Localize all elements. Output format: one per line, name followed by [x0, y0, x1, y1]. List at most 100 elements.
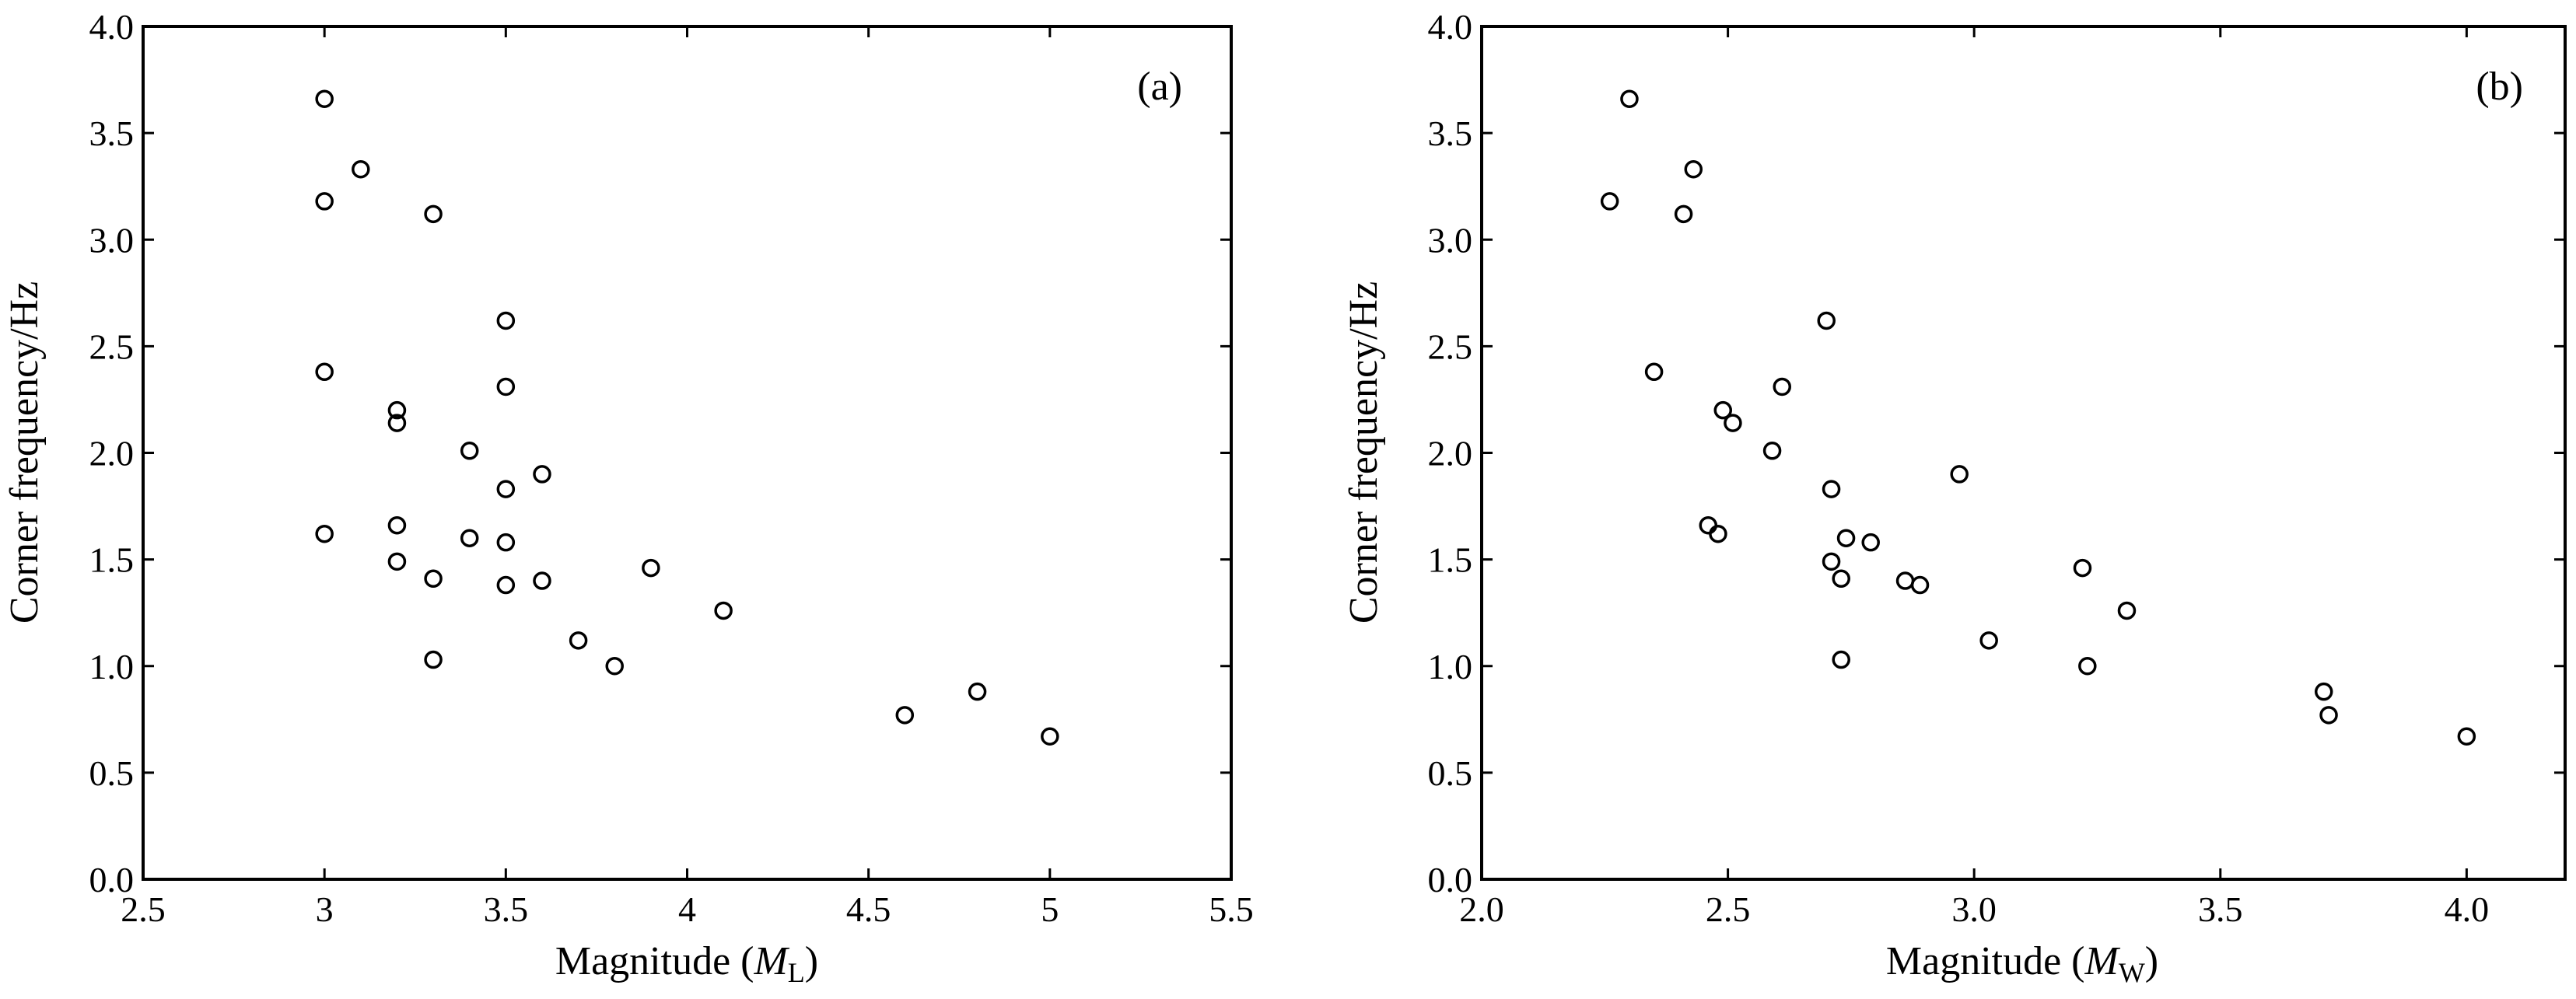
panel-b-data-point	[1832, 650, 1850, 669]
x-label-suffix: )	[2145, 939, 2158, 983]
panel-a-x-tick-label: 5	[1041, 889, 1059, 929]
panel-a-x-ticks: 2.5 3 3.5 4 4.5 5 5.5	[121, 26, 1254, 929]
panel-b-x-tick-label: 2.0	[1459, 889, 1504, 929]
panel-b-x-axis-label: Magnitude (MW)	[1886, 939, 2158, 988]
x-label-prefix: Magnitude (	[555, 939, 754, 983]
panel-b-data-point	[1822, 480, 1841, 498]
panel-a-data-point	[424, 650, 443, 669]
panel-b: 2.0 2.5 3.0 3.5 4.0 0.0 0.5 1.0 1.5 2.0 2.5 3.0 3.5…	[1342, 7, 2567, 988]
panel-a: 2.5 3 3.5 4 4.5 5 5.5 0.0 0.5 1.0 1.5 2.0 2.5 3.0 3.5…	[2, 7, 1254, 988]
panel-a-data-point	[496, 377, 516, 396]
panel-a-y-ticks: 0.0 0.5 1.0 1.5 2.0 2.5 3.0 3.5 4.0	[89, 7, 1231, 899]
panel-b-data-point	[1762, 442, 1782, 460]
panel-b-data-point	[2073, 558, 2092, 578]
x-label-variable: M	[2084, 939, 2120, 983]
panel-b-y-tick-label: 3.0	[1428, 220, 1473, 260]
panel-b-points	[1600, 89, 2476, 746]
panel-b-y-axis-label: Corner frequency/Hz	[1342, 281, 1386, 624]
panel-b-data-point	[1822, 552, 1841, 571]
panel-a-data-point	[424, 204, 443, 224]
panel-b-y-tick-label: 3.5	[1428, 114, 1473, 153]
panel-a-x-tick-label: 3	[316, 889, 334, 929]
panel-a-data-point	[569, 631, 588, 650]
panel-b-y-tick-label: 0.0	[1428, 860, 1473, 899]
panel-a-data-point	[387, 414, 407, 432]
panel-a-y-tick-label: 4.0	[89, 7, 135, 47]
panel-b-data-point	[1950, 465, 1969, 484]
panel-b-x-tick-label: 3.0	[1951, 889, 1997, 929]
panel-a-data-point	[460, 529, 479, 547]
panel-a-y-tick-label: 3.5	[89, 114, 135, 153]
panel-a-label: (a)	[1137, 65, 1182, 109]
panel-a-x-tick-label: 4	[678, 889, 696, 929]
panel-b-label: (b)	[2476, 65, 2523, 109]
panel-a-data-point	[968, 682, 987, 701]
panel-a-x-tick-label: 2.5	[121, 889, 166, 929]
panel-b-x-tick-label: 4.0	[2445, 889, 2490, 929]
panel-a-data-point	[533, 571, 551, 590]
panel-a-data-point	[460, 442, 479, 460]
panel-a-y-tick-label: 1.5	[89, 540, 135, 580]
panel-b-data-point	[1684, 159, 1703, 179]
panel-b-y-ticks: 0.0 0.5 1.0 1.5 2.0 2.5 3.0 3.5 4.0	[1428, 7, 2565, 899]
panel-a-y-tick-label: 1.0	[89, 647, 135, 686]
panel-a-data-point	[315, 524, 334, 543]
panel-a-data-point	[496, 480, 516, 498]
panel-a-points	[315, 89, 1059, 746]
x-label-variable: M	[753, 939, 789, 983]
panel-a-y-axis-label: Corner frequency/Hz	[2, 281, 47, 624]
panel-b-plot-frame	[1480, 25, 2567, 881]
panel-b-data-point	[1910, 575, 1930, 595]
panel-b-data-point	[2117, 601, 2137, 620]
panel-a-data-point	[1041, 727, 1059, 746]
panel-b-y-tick-label: 4.0	[1428, 7, 1473, 47]
panel-b-data-point	[1773, 377, 1791, 396]
panel-b-data-point	[2078, 657, 2097, 676]
panel-b-data-point	[2314, 682, 2333, 701]
panel-a-data-point	[315, 192, 334, 211]
panel-a-data-point	[387, 552, 407, 571]
panel-b-data-point	[2319, 706, 2338, 725]
x-label-subscript: W	[2119, 957, 2145, 988]
panel-b-data-point	[1600, 192, 1619, 211]
panel-a-y-tick-label: 2.0	[89, 434, 135, 473]
panel-b-data-point	[1709, 524, 1727, 543]
panel-b-data-point	[1895, 571, 1915, 590]
panel-b-data-point	[1817, 311, 1836, 330]
panel-a-x-axis-label: Magnitude (ML)	[555, 939, 818, 988]
panel-b-data-point	[1644, 362, 1664, 382]
panel-a-x-tick-label: 4.5	[846, 889, 891, 929]
panel-a-y-tick-label: 3.0	[89, 220, 135, 260]
panel-a-data-point	[424, 569, 443, 589]
panel-a-data-point	[387, 400, 407, 420]
panel-a-data-point	[496, 533, 516, 552]
panel-a-x-tick-label: 5.5	[1209, 889, 1254, 929]
panel-b-x-tick-label: 2.5	[1706, 889, 1751, 929]
panel-a-data-point	[496, 311, 516, 330]
panel-b-y-tick-label: 2.5	[1428, 327, 1473, 366]
panel-b-y-tick-label: 1.5	[1428, 540, 1473, 580]
panel-a-plot-frame	[142, 25, 1233, 881]
panel-a-y-tick-label: 0.0	[89, 860, 135, 899]
x-label-suffix: )	[805, 939, 818, 983]
x-label-subscript: L	[788, 957, 805, 988]
panel-b-y-tick-label: 1.0	[1428, 647, 1473, 686]
panel-b-data-point	[1674, 204, 1693, 224]
panel-b-data-point	[1620, 89, 1639, 108]
panel-a-data-point	[605, 657, 624, 676]
panel-a-data-point	[387, 515, 407, 535]
panel-b-data-point	[1861, 533, 1880, 552]
panel-a-y-tick-label: 2.5	[89, 327, 135, 366]
panel-a-data-point	[315, 89, 334, 108]
panel-b-y-tick-label: 2.0	[1428, 434, 1473, 473]
panel-b-data-point	[1979, 631, 1998, 650]
panel-b-y-tick-label: 0.5	[1428, 753, 1473, 793]
panel-a-data-point	[895, 706, 915, 725]
panel-a-x-tick-label: 3.5	[484, 889, 529, 929]
panel-a-y-tick-label: 0.5	[89, 753, 135, 793]
panel-b-data-point	[2457, 727, 2476, 746]
panel-b-data-point	[1713, 400, 1733, 420]
panel-a-data-point	[642, 558, 660, 578]
panel-a-data-point	[533, 465, 551, 484]
